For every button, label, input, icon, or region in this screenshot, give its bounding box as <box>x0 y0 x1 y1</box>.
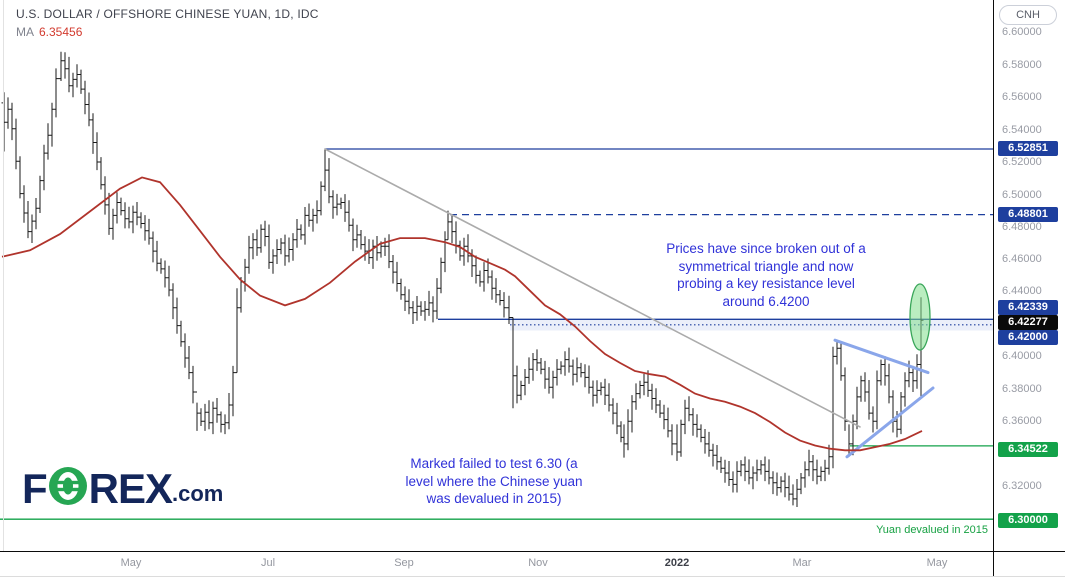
price-badge-6.30000: 6.30000 <box>998 513 1058 528</box>
breakout-highlight-ellipse[interactable] <box>909 283 931 351</box>
annotation-line: Prices have since broken out of a <box>666 241 866 256</box>
currency-button[interactable]: CNH <box>999 5 1057 25</box>
plot-left-border <box>3 0 4 551</box>
price-badge-6.42277: 6.42277 <box>998 315 1058 330</box>
time-tick-May: May <box>926 557 948 569</box>
price-tick-6.36000: 6.36000 <box>1002 415 1042 427</box>
logo-letters-rex: REX <box>88 464 173 512</box>
logo-tld: .com <box>172 481 224 506</box>
candlesticks <box>1 51 924 507</box>
annotation-line: around 6.4200 <box>722 293 810 309</box>
price-tick-6.46000: 6.46000 <box>1002 253 1042 265</box>
axis-separator-horizontal <box>0 551 1065 552</box>
symbol-title: U.S. DOLLAR / OFFSHORE CHINESE YUAN, 1D,… <box>16 7 319 21</box>
time-tick-2022: 2022 <box>664 557 690 569</box>
price-tick-6.50000: 6.50000 <box>1002 189 1042 201</box>
time-tick-Jul: Jul <box>260 557 276 569</box>
time-tick-Nov: Nov <box>528 557 548 569</box>
price-chart[interactable] <box>0 0 993 551</box>
annotation-line: Marked failed to test 6.30 (a <box>410 456 578 471</box>
axis-separator-vertical <box>993 0 994 576</box>
time-tick-May: May <box>120 557 142 569</box>
time-tick-Sep: Sep <box>394 557 414 569</box>
price-badge-6.52851: 6.52851 <box>998 141 1058 156</box>
price-tick-6.58000: 6.58000 <box>1002 59 1042 71</box>
ma-legend: MA 6.35456 <box>16 25 82 39</box>
annotation-line: symmetrical triangle and now <box>678 258 854 274</box>
price-badge-6.48801: 6.48801 <box>998 207 1058 222</box>
price-badge-6.42339: 6.42339 <box>998 300 1058 315</box>
time-tick-Mar: Mar <box>792 557 812 569</box>
currency-o-icon <box>48 466 88 511</box>
annotation-line: was devalued in 2015) <box>426 491 562 506</box>
price-badge-6.34522: 6.34522 <box>998 442 1058 457</box>
annotation-line: level where the Chinese yuan <box>405 473 583 489</box>
yuan-devalued-label: Yuan devalued in 2015 <box>876 524 988 536</box>
price-tick-6.52000: 6.52000 <box>1002 156 1042 168</box>
failed-test-annotation[interactable]: Marked failed to test 6.30 (a level wher… <box>405 455 582 508</box>
triangle-breakout-annotation[interactable]: Prices have since broken out of a symmet… <box>666 240 866 310</box>
price-axis[interactable]: CNH 6.60000 6.58000 6.56000 6.54000 6.52000 6… <box>994 0 1065 551</box>
trendline-triangle-lower[interactable] <box>845 386 935 459</box>
time-axis[interactable]: May Jul Sep Nov 2022 Mar May <box>0 552 993 576</box>
trendline-triangle-upper[interactable] <box>833 338 930 375</box>
price-tick-6.56000: 6.56000 <box>1002 91 1042 103</box>
price-badge-6.42000: 6.42000 <box>998 330 1058 345</box>
ma-label: MA <box>16 25 34 39</box>
trendline-descending-resistance[interactable] <box>324 148 861 428</box>
bottom-border <box>0 576 1065 577</box>
price-tick-6.40000: 6.40000 <box>1002 350 1042 362</box>
ma-value: 6.35456 <box>39 25 83 39</box>
price-tick-6.48000: 6.48000 <box>1002 221 1042 233</box>
price-tick-6.32000: 6.32000 <box>1002 480 1042 492</box>
price-tick-6.54000: 6.54000 <box>1002 124 1042 136</box>
price-tick-6.60000: 6.60000 <box>1002 26 1042 38</box>
price-tick-6.44000: 6.44000 <box>1002 285 1042 297</box>
annotation-line: probing a key resistance level <box>677 276 855 291</box>
price-tick-6.38000: 6.38000 <box>1002 383 1042 395</box>
ma-line[interactable] <box>1 176 923 452</box>
logo-letter-f: F <box>22 464 48 512</box>
forex-logo: F REX .com <box>22 466 223 511</box>
